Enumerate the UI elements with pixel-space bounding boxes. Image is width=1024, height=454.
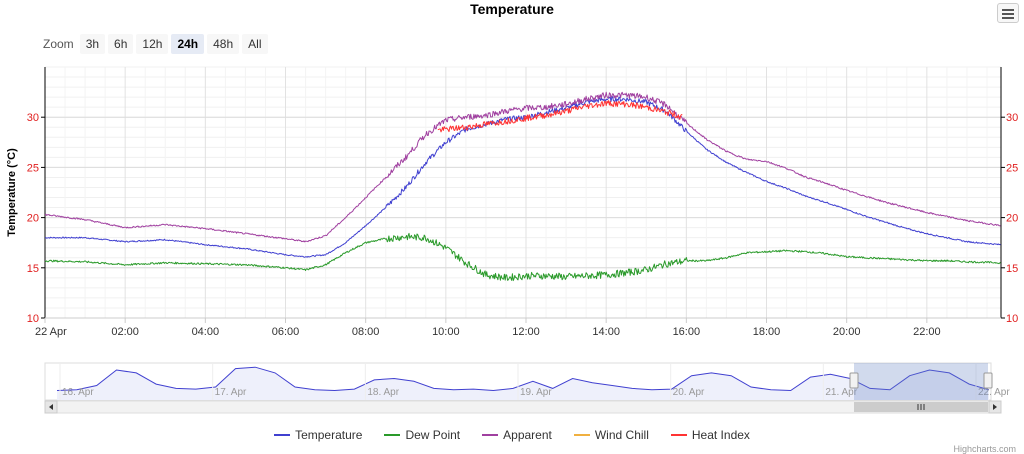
navigator-date-label: 22. Apr xyxy=(978,387,1010,398)
navigator-handle xyxy=(849,372,859,389)
chart-menu-button[interactable] xyxy=(997,3,1019,23)
credits-link[interactable]: Highcharts.com xyxy=(953,444,1016,454)
y-tick-label-left: 15 xyxy=(27,263,39,275)
navigator-date-label: 17. Apr xyxy=(215,387,247,398)
series-line-temperature xyxy=(44,96,1001,258)
y-tick-label-left: 10 xyxy=(27,313,39,325)
legend-swatch xyxy=(482,434,499,436)
zoom-button-6h[interactable]: 6h xyxy=(108,34,134,54)
zoom-selector: Zoom 3h 6h 12h 24h 48h All xyxy=(43,34,271,54)
x-tick-label: 22:00 xyxy=(913,326,941,338)
legend-item-wind-chill[interactable]: Wind Chill xyxy=(573,428,649,442)
series-line-apparent xyxy=(44,91,1001,243)
legend-item-heat-index[interactable]: Heat Index xyxy=(670,428,750,442)
legend-label: Dew Point xyxy=(405,428,461,442)
legend-item-temperature[interactable]: Temperature xyxy=(274,428,362,442)
y-tick-label-right: 20 xyxy=(1006,213,1018,225)
x-tick-label: 08:00 xyxy=(352,326,380,338)
arrow-left-icon xyxy=(49,404,53,410)
legend-item-dew-point[interactable]: Dew Point xyxy=(384,428,460,442)
chart-title: Temperature xyxy=(470,1,554,17)
hamburger-icon-line xyxy=(1002,17,1014,19)
hamburger-icon-line xyxy=(1002,9,1014,11)
x-tick-label: 16:00 xyxy=(673,326,701,338)
zoom-button-24h[interactable]: 24h xyxy=(171,34,205,54)
legend-swatch xyxy=(384,434,401,436)
y-tick-label-right: 25 xyxy=(1006,162,1018,174)
zoom-label: Zoom xyxy=(43,37,74,51)
arrow-right-icon xyxy=(993,404,997,410)
y-axis-label: Temperature (°C) xyxy=(6,148,18,237)
y-tick-label-right: 15 xyxy=(1006,263,1018,275)
legend-swatch xyxy=(573,434,590,436)
series-line-heat-index xyxy=(437,100,683,133)
zoom-button-3h[interactable]: 3h xyxy=(79,34,106,54)
x-tick-label: 10:00 xyxy=(432,326,460,338)
zoom-button-12h[interactable]: 12h xyxy=(136,34,169,54)
chart-legend: Temperature Dew Point Apparent Wind Chill He… xyxy=(0,428,1024,442)
legend-label: Apparent xyxy=(503,428,552,442)
navigator-date-label: 21. Apr xyxy=(825,387,857,398)
x-tick-label: 20:00 xyxy=(833,326,861,338)
legend-swatch xyxy=(274,434,291,436)
grip-icon xyxy=(917,404,925,410)
plot-area xyxy=(45,67,1001,318)
x-tick-label: 12:00 xyxy=(512,326,540,338)
navigator-date-label: 19. Apr xyxy=(520,387,552,398)
navigator-date-label: 20. Apr xyxy=(673,387,705,398)
series-line-dew-point xyxy=(44,232,1001,282)
x-tick-label: 18:00 xyxy=(753,326,781,338)
hamburger-icon-line xyxy=(1002,13,1014,15)
x-tick-label: 22 Apr xyxy=(35,326,67,338)
navigator-selected-range xyxy=(854,363,988,400)
y-tick-label-left: 30 xyxy=(27,112,39,124)
navigator-area xyxy=(57,367,989,400)
y-tick-label-left: 25 xyxy=(27,162,39,174)
legend-swatch xyxy=(670,434,687,436)
x-tick-label: 04:00 xyxy=(192,326,220,338)
legend-item-apparent[interactable]: Apparent xyxy=(482,428,552,442)
legend-label: Temperature xyxy=(295,428,363,442)
legend-label: Heat Index xyxy=(691,428,750,442)
y-tick-label-right: 30 xyxy=(1006,112,1018,124)
navigator-date-label: 16. Apr xyxy=(62,387,94,398)
y-tick-label-left: 20 xyxy=(27,213,39,225)
x-tick-label: 14:00 xyxy=(592,326,620,338)
legend-label: Wind Chill xyxy=(594,428,649,442)
x-tick-label: 02:00 xyxy=(111,326,139,338)
zoom-button-all[interactable]: All xyxy=(242,34,268,54)
y-tick-label-right: 10 xyxy=(1006,313,1018,325)
navigator-handle xyxy=(983,372,993,389)
zoom-button-48h[interactable]: 48h xyxy=(207,34,240,54)
x-tick-label: 06:00 xyxy=(272,326,300,338)
navigator-date-label: 18. Apr xyxy=(367,387,399,398)
